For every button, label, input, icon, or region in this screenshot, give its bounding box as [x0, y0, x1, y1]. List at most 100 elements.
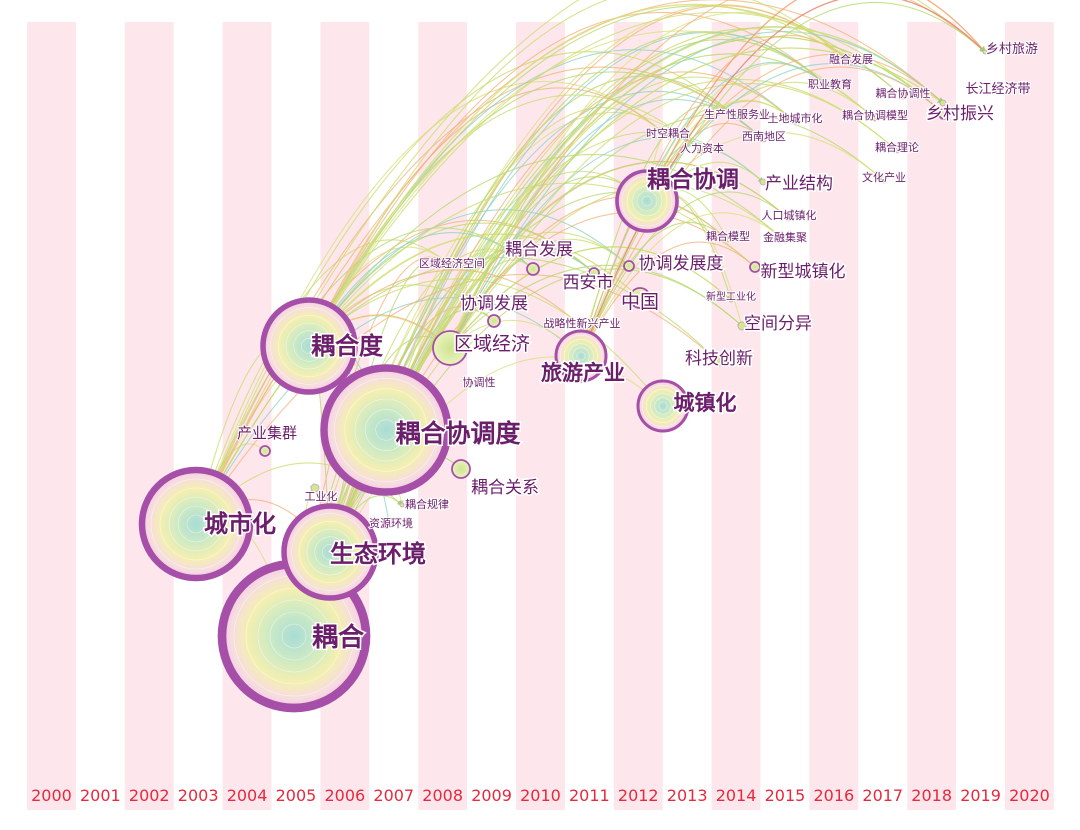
node-ring [278, 315, 340, 377]
citation-link [449, 83, 898, 349]
keyword-node-xietiaoxing[interactable] [470, 380, 476, 386]
keyword-node-ouhefazhan[interactable] [526, 262, 540, 276]
keyword-node-ouhexietiao[interactable] [615, 169, 679, 233]
node-ring [322, 544, 338, 560]
year-label: 2003 [178, 786, 219, 805]
keyword-node-quyujingji[interactable] [432, 330, 468, 366]
year-band-2000 [27, 22, 76, 810]
keyword-label: 城镇化 [674, 391, 737, 415]
citation-link [195, 297, 582, 525]
keyword-node-ziyuanhuanjing[interactable] [385, 518, 393, 526]
keyword-label: 耦合协调性 [876, 86, 931, 100]
keyword-label: 西南地区 [742, 130, 786, 143]
citation-link [449, 246, 732, 349]
keyword-node-quyujingjikongjian[interactable] [449, 264, 455, 270]
keyword-node-zhanlue[interactable] [579, 324, 585, 330]
keyword-node-chanyejiegou[interactable] [759, 178, 767, 186]
citation-link [308, 3, 853, 347]
keyword-label: 人力资本 [680, 141, 724, 155]
keyword-node-kongjianfenyi[interactable] [737, 321, 747, 331]
node-ring [269, 611, 319, 661]
citation-link [195, 239, 453, 525]
keyword-node-xinandiqu[interactable] [761, 137, 767, 143]
citation-link [449, 112, 885, 349]
keyword-node-chengzhenhua[interactable] [636, 379, 690, 433]
node-ring [631, 185, 663, 217]
keyword-node-ouhelilun[interactable] [894, 148, 900, 154]
keyword-node-xietiaofazhan[interactable] [487, 314, 501, 328]
citation-link [385, 36, 945, 431]
keyword-node-ouhexietiaomoxing[interactable] [872, 116, 878, 122]
keyword-node-wenhuachanye[interactable] [881, 178, 887, 184]
node-ring [177, 505, 215, 543]
keyword-node-ouheguilv[interactable] [399, 502, 405, 508]
year-label: 2009 [471, 786, 512, 805]
year-band-2018 [907, 22, 957, 810]
keyword-node-ouhexietiaoxing[interactable] [900, 94, 906, 100]
keyword-node-chanyejiqun[interactable] [259, 445, 271, 457]
node-circle [636, 379, 690, 433]
node-ring [334, 378, 438, 482]
year-label: 2017 [862, 786, 903, 805]
keyword-node-kejichuangxin[interactable] [714, 357, 724, 367]
keyword-node-renkouchengzhenhua[interactable] [786, 216, 792, 222]
node-circle [982, 49, 988, 55]
keyword-node-jinrongjiju[interactable] [782, 238, 788, 244]
keyword-node-ouheguanxi[interactable] [451, 459, 471, 479]
keyword-node-ouhemoxing[interactable] [725, 237, 731, 243]
keyword-node-renliziben[interactable] [699, 149, 705, 155]
keyword-node-xiangcunlvyou[interactable] [982, 49, 988, 55]
keyword-label: 土地城市化 [768, 111, 823, 125]
citation-link [580, 212, 786, 357]
year-band-2002 [124, 22, 174, 810]
keyword-node-ouhedu[interactable] [260, 297, 358, 395]
keyword-node-xinxinggongyehua[interactable] [728, 297, 734, 303]
keyword-node-zhongguo[interactable] [629, 287, 651, 309]
citation-link [308, 87, 669, 347]
keyword-node-xianshi[interactable] [588, 267, 600, 279]
node-circle [786, 216, 792, 222]
citation-link [646, 131, 885, 202]
node-circle [759, 178, 767, 186]
node-ring [559, 334, 603, 378]
keyword-label: 产业集群 [237, 424, 297, 442]
node-circle [320, 364, 452, 496]
node-circle [487, 314, 501, 328]
node-ring [301, 338, 317, 354]
year-band-2020 [1005, 22, 1054, 810]
node-ring [281, 623, 307, 649]
keyword-node-ronghefazhan[interactable] [848, 60, 854, 66]
keyword-node-xiangcunzhenxing[interactable] [938, 108, 950, 120]
keyword-label: 生态环境 [330, 540, 426, 568]
keyword-node-ouhexietiaodu[interactable] [320, 364, 452, 496]
node-circle [714, 357, 724, 367]
keyword-label: 旅游产业 [541, 361, 625, 385]
keyword-node-xietiaofazhandu[interactable] [623, 260, 635, 272]
citation-link [308, 0, 852, 347]
node-circle [526, 262, 540, 276]
citation-link [308, 11, 945, 347]
keyword-node-zhiyejiaoyu[interactable] [827, 85, 833, 91]
node-ring [270, 307, 348, 385]
keyword-node-chengshihua[interactable] [138, 466, 254, 582]
year-label: 2012 [618, 786, 659, 805]
keyword-node-shikongouhe[interactable] [665, 134, 671, 140]
node-circle [782, 238, 788, 244]
keyword-node-shengtai[interactable] [281, 503, 379, 601]
year-axis: 2000 2001 2002 2003 2004 2005 2006 2007 2008 2009… [31, 786, 1050, 805]
keyword-node-changjiang[interactable] [939, 99, 947, 107]
keyword-node-gongyehua[interactable] [310, 483, 320, 493]
keyword-label: 融合发展 [829, 52, 873, 66]
node-circle [728, 297, 734, 303]
keyword-node-tudichengshihua[interactable] [792, 119, 798, 125]
node-circle [665, 134, 671, 140]
year-label: 2001 [80, 786, 121, 805]
keyword-node-lvyouchanye[interactable] [554, 329, 608, 383]
node-ring [314, 536, 346, 568]
keyword-node-xinxingchengzhenhua[interactable] [749, 261, 761, 273]
keyword-node-shengchanxing[interactable] [734, 115, 740, 121]
year-label: 2006 [324, 786, 365, 805]
citation-link [308, 71, 765, 347]
keyword-label: 乡村振兴 [926, 104, 994, 124]
node-circle [938, 108, 950, 120]
